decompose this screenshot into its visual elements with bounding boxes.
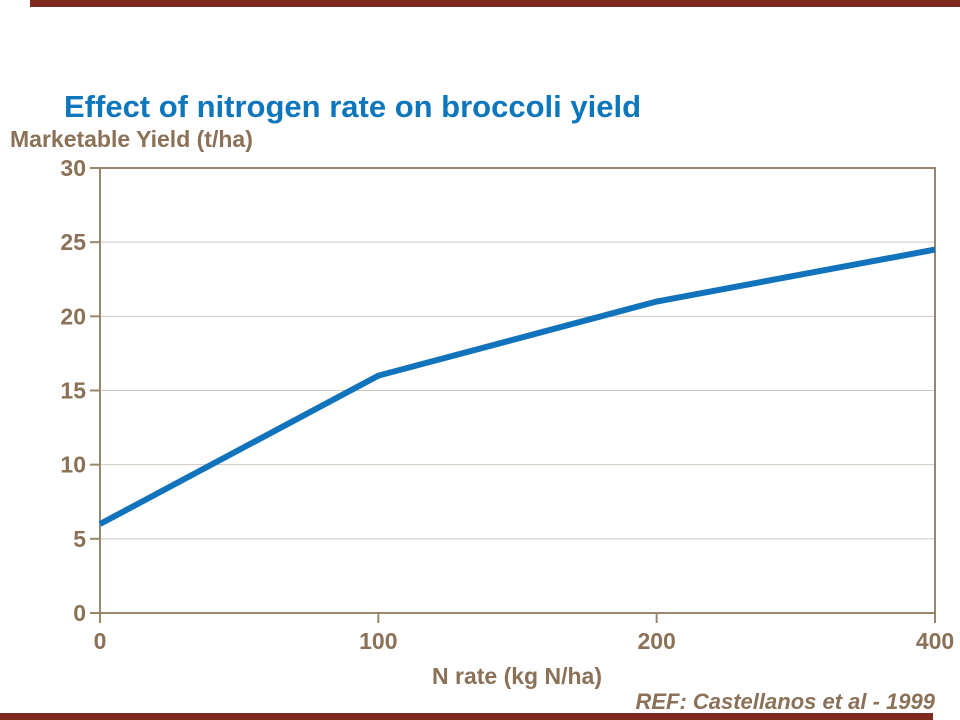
y-tick-label: 10 xyxy=(60,452,86,478)
x-tick-label: 0 xyxy=(94,628,107,654)
bottom-accent-bar xyxy=(0,713,933,720)
y-tick-label: 15 xyxy=(60,378,86,404)
y-tick-label: 20 xyxy=(60,303,86,329)
y-axis-title: Marketable Yield (t/ha) xyxy=(10,126,253,152)
yield-line xyxy=(98,246,936,527)
y-tick-label: 5 xyxy=(73,526,86,552)
top-accent-bar xyxy=(30,0,960,7)
reference-note: REF: Castellanos et al - 1999 xyxy=(635,689,935,714)
y-tick-label: 25 xyxy=(60,229,86,255)
y-tick-label: 0 xyxy=(73,600,86,626)
chart-title: Effect of nitrogen rate on broccoli yiel… xyxy=(64,88,642,124)
x-axis-title: N rate (kg N/ha) xyxy=(432,663,602,689)
x-tick-label: 100 xyxy=(359,628,397,654)
y-tick-label: 30 xyxy=(60,155,86,181)
x-tick-label: 400 xyxy=(916,628,954,654)
x-tick-label: 200 xyxy=(637,628,675,654)
